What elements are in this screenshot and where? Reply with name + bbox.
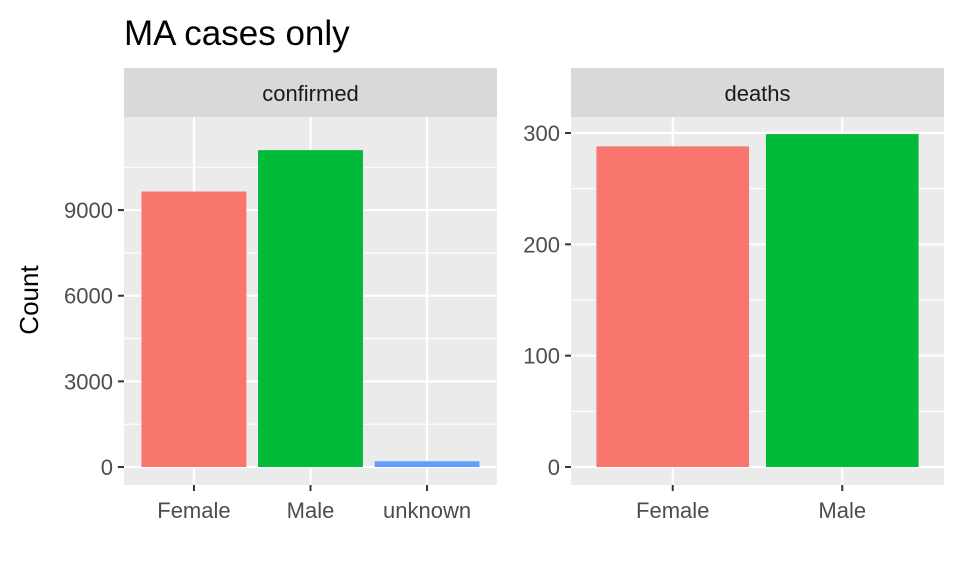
- strip-label: confirmed: [262, 81, 359, 106]
- strip-background: [124, 68, 497, 117]
- strip-background: [571, 68, 944, 117]
- y-tick-label: 9000: [64, 198, 113, 223]
- y-tick-label: 6000: [64, 284, 113, 309]
- y-tick-label: 0: [101, 455, 113, 480]
- x-tick-label: unknown: [383, 498, 471, 523]
- x-tick-label: Male: [818, 498, 866, 523]
- y-tick-label: 200: [523, 232, 560, 257]
- x-tick-label: Female: [636, 498, 709, 523]
- facet-deaths: deaths 0 100 200 300 Female Male: [523, 68, 944, 523]
- x-tick-label: Male: [287, 498, 335, 523]
- chart-title: MA cases only: [124, 14, 350, 53]
- facet-confirmed: confirmed 0 3000 6000 9000 Female Male unknown: [64, 68, 497, 523]
- strip-label: deaths: [724, 81, 790, 106]
- y-axis-label: Count: [14, 265, 44, 335]
- bar-deaths-male: [765, 134, 919, 467]
- bar-confirmed-female: [141, 191, 247, 467]
- bar-confirmed-male: [258, 150, 363, 467]
- y-tick-label: 300: [523, 121, 560, 146]
- y-tick-label: 3000: [64, 369, 113, 394]
- y-tick-label: 100: [523, 344, 560, 369]
- bar-deaths-female: [596, 146, 750, 468]
- y-tick-label: 0: [548, 455, 560, 480]
- bar-confirmed-unknown: [374, 461, 480, 467]
- x-tick-label: Female: [157, 498, 230, 523]
